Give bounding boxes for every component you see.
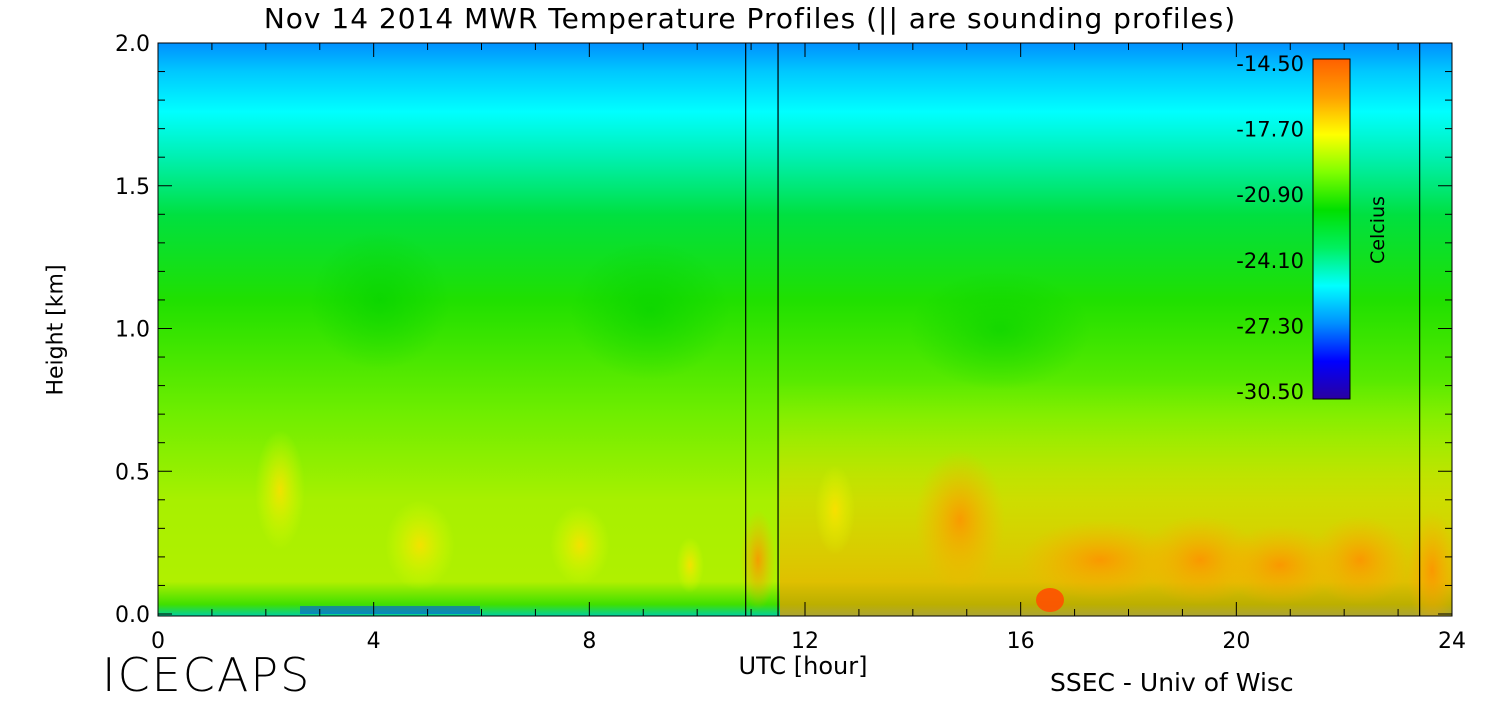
x-tick-label: 16 — [1007, 629, 1035, 654]
x-axis-title: UTC [hour] — [738, 652, 868, 680]
heatmap-blob — [1220, 525, 1340, 605]
colorbar-tick-label: -17.70 — [1236, 118, 1304, 142]
x-tick-label: 0 — [151, 629, 165, 654]
heatmap-blob — [310, 230, 450, 370]
colorbar-tick-label: -27.30 — [1236, 314, 1304, 338]
y-axis: 0.0 0.5 1.0 1.5 2.0 — [115, 32, 1452, 628]
colorbar-units-label: Celcius — [1367, 196, 1389, 264]
y-axis-title: Height [km] — [43, 264, 69, 396]
heatmap-blob — [385, 500, 455, 590]
colorbar-tick-labels: -14.50 -17.70 -20.90 -24.10 -27.30 -30.50 — [1236, 52, 1304, 404]
colorbar-tick-label: -30.50 — [1236, 380, 1304, 404]
heatmap-blob — [740, 510, 776, 610]
heatmap-cold-surface — [300, 606, 480, 614]
icecaps-logo-text: ICECAPS — [102, 648, 312, 702]
heatmap-blob — [1020, 520, 1180, 600]
heatmap-blob — [910, 270, 1090, 390]
x-tick-label: 20 — [1222, 629, 1250, 654]
y-tick-label: 0.0 — [115, 603, 150, 628]
x-tick-label: 4 — [367, 629, 381, 654]
heatmap-blob — [550, 505, 610, 585]
heatmap-field — [158, 43, 1452, 616]
heatmap-blob — [1310, 515, 1410, 605]
heatmap-blob — [1036, 588, 1064, 612]
y-tick-label: 1.0 — [115, 318, 150, 343]
heatmap-blob — [676, 537, 704, 593]
heatmap-blob — [255, 430, 305, 550]
y-tick-label: 2.0 — [115, 32, 150, 57]
y-tick-label: 0.5 — [115, 460, 150, 485]
sounding-profile-lines — [745, 43, 1421, 616]
colorbar: -14.50 -17.70 -20.90 -24.10 -27.30 -30.50 Cel… — [1236, 52, 1389, 404]
colorbar-tick-label: -20.90 — [1236, 183, 1304, 207]
x-tick-label: 12 — [791, 629, 819, 654]
colorbar-tick-label: -14.50 — [1236, 52, 1304, 76]
chart-title: Nov 14 2014 MWR Temperature Profiles (||… — [263, 2, 1237, 35]
colorbar-tick-label: -24.10 — [1236, 249, 1304, 273]
heatmap-blob — [570, 240, 730, 380]
colorbar-ramp — [1312, 58, 1351, 400]
credit-text: SSEC - Univ of Wisc — [1050, 668, 1294, 697]
x-tick-label: 8 — [582, 629, 596, 654]
x-axis: 0 4 8 12 16 20 24 — [151, 43, 1466, 654]
x-tick-label: 24 — [1438, 629, 1466, 654]
heatmap-blob — [915, 450, 1005, 590]
heatmap-blob — [1407, 510, 1452, 616]
y-tick-label: 1.5 — [115, 175, 150, 200]
heatmap-blob — [815, 465, 855, 555]
